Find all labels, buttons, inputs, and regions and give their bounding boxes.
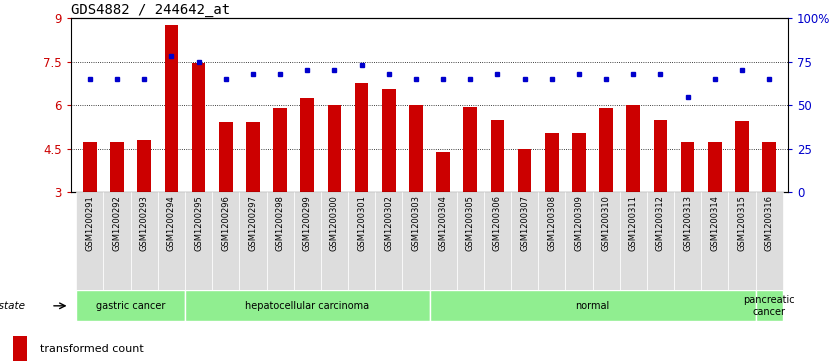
Bar [375, 192, 402, 290]
Bar [274, 107, 287, 192]
Text: GSM1200297: GSM1200297 [249, 195, 258, 251]
Bar [620, 192, 647, 290]
Text: normal: normal [575, 301, 610, 311]
Bar [328, 105, 341, 192]
Text: GSM1200314: GSM1200314 [711, 195, 719, 251]
Bar [565, 192, 592, 290]
Bar [239, 192, 267, 290]
Text: GSM1200303: GSM1200303 [411, 195, 420, 251]
Text: GSM1200291: GSM1200291 [85, 195, 94, 251]
Text: GSM1200315: GSM1200315 [737, 195, 746, 251]
Bar [681, 142, 695, 192]
Bar [654, 120, 667, 192]
Bar [409, 105, 423, 192]
Bar [354, 83, 369, 192]
Bar [348, 192, 375, 290]
Bar [647, 192, 674, 290]
Text: hepatocellular carcinoma: hepatocellular carcinoma [245, 301, 369, 311]
Bar [708, 142, 721, 192]
Bar [294, 192, 321, 290]
Text: GSM1200307: GSM1200307 [520, 195, 529, 251]
Text: GSM1200306: GSM1200306 [493, 195, 502, 251]
Bar [138, 139, 151, 192]
Bar [13, 336, 27, 361]
Text: GSM1200311: GSM1200311 [629, 195, 638, 251]
Text: GSM1200312: GSM1200312 [656, 195, 665, 251]
Bar [600, 108, 613, 192]
Bar [518, 149, 531, 192]
Text: pancreatic
cancer: pancreatic cancer [743, 295, 795, 317]
Bar [246, 122, 259, 192]
Bar [300, 98, 314, 192]
Text: GSM1200309: GSM1200309 [575, 195, 584, 251]
Bar [728, 192, 756, 290]
Bar [626, 105, 640, 192]
Text: GSM1200310: GSM1200310 [601, 195, 610, 251]
Bar [321, 192, 348, 290]
Text: GSM1200302: GSM1200302 [384, 195, 394, 251]
Text: GSM1200313: GSM1200313 [683, 195, 692, 251]
Bar [77, 192, 103, 290]
Text: GSM1200294: GSM1200294 [167, 195, 176, 251]
Bar [77, 290, 185, 321]
Bar [701, 192, 728, 290]
Bar [735, 121, 749, 192]
Bar [382, 89, 395, 192]
Bar [402, 192, 430, 290]
Text: GSM1200299: GSM1200299 [303, 195, 312, 251]
Bar [572, 133, 585, 192]
Bar [511, 192, 538, 290]
Text: GDS4882 / 244642_at: GDS4882 / 244642_at [71, 3, 230, 17]
Bar [164, 25, 178, 192]
Bar [436, 152, 450, 192]
Bar [457, 192, 484, 290]
Bar [430, 192, 457, 290]
Bar [219, 122, 233, 192]
Bar [756, 290, 782, 321]
Bar [158, 192, 185, 290]
Bar [192, 63, 205, 192]
Bar [131, 192, 158, 290]
Text: transformed count: transformed count [40, 344, 143, 354]
Bar [538, 192, 565, 290]
Bar [267, 192, 294, 290]
Bar [592, 192, 620, 290]
Bar [103, 192, 131, 290]
Bar [674, 192, 701, 290]
Bar [185, 290, 430, 321]
Bar [756, 192, 782, 290]
Bar [430, 290, 756, 321]
Text: GSM1200298: GSM1200298 [275, 195, 284, 251]
Bar [212, 192, 239, 290]
Bar [545, 133, 559, 192]
Text: GSM1200304: GSM1200304 [439, 195, 448, 251]
Bar [484, 192, 511, 290]
Text: GSM1200292: GSM1200292 [113, 195, 122, 251]
Text: GSM1200308: GSM1200308 [547, 195, 556, 251]
Text: disease state: disease state [0, 301, 25, 311]
Text: GSM1200295: GSM1200295 [194, 195, 203, 251]
Bar [490, 121, 505, 192]
Text: GSM1200293: GSM1200293 [140, 195, 148, 251]
Text: GSM1200300: GSM1200300 [330, 195, 339, 251]
Bar [762, 142, 776, 192]
Text: GSM1200296: GSM1200296 [221, 195, 230, 251]
Text: GSM1200305: GSM1200305 [465, 195, 475, 251]
Bar [110, 142, 124, 192]
Bar [185, 192, 212, 290]
Text: GSM1200316: GSM1200316 [765, 195, 774, 251]
Bar [83, 142, 97, 192]
Bar [464, 107, 477, 192]
Text: gastric cancer: gastric cancer [96, 301, 165, 311]
Text: GSM1200301: GSM1200301 [357, 195, 366, 251]
